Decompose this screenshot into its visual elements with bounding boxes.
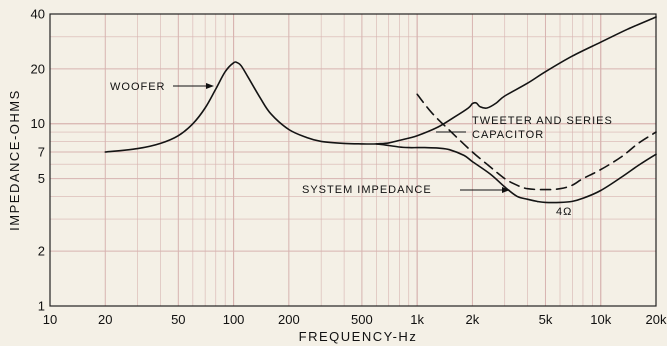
tweeter-label-line2: CAPACITOR — [472, 129, 544, 141]
x-tick-label: 10k — [590, 312, 611, 327]
woofer-curve — [104, 16, 657, 153]
x-tick-label: 200 — [278, 312, 300, 327]
x-tick-label: 50 — [171, 312, 185, 327]
annotations: WOOFER TWEETER AND SERIES CAPACITOR SYST… — [110, 81, 613, 218]
tweeter-label-line1: TWEETER AND SERIES — [472, 115, 613, 127]
woofer-label: WOOFER — [110, 81, 166, 93]
series-lines — [104, 16, 657, 204]
y-tick-label: 5 — [38, 171, 45, 186]
plot-frame — [49, 13, 657, 307]
x-tick-label: 500 — [351, 312, 373, 327]
tweeter-curve — [416, 93, 657, 191]
y-axis-title: IMPEDANCE-OHMS — [7, 89, 22, 231]
y-tick-label: 20 — [31, 61, 45, 76]
y-tick-label: 10 — [31, 116, 45, 131]
x-tick-label: 100 — [223, 312, 245, 327]
four-ohm-label: 4Ω — [556, 206, 572, 218]
x-tick-label: 20k — [646, 312, 667, 327]
y-tick-label: 1 — [38, 299, 45, 314]
grid — [49, 13, 657, 307]
y-tick-label: 7 — [38, 144, 45, 159]
woofer-arrowhead — [206, 83, 214, 89]
x-tick-label: 5k — [539, 312, 553, 327]
x-tick-labels: 10 20 50 100 200 500 1k 2k 5k 10k 20k — [43, 312, 667, 327]
y-tick-labels: 1 2 5 7 10 20 40 — [31, 7, 45, 314]
system-impedance-label: SYSTEM IMPEDANCE — [302, 184, 432, 196]
y-tick-label: 2 — [38, 244, 45, 259]
x-tick-label: 1k — [410, 312, 424, 327]
system-curve — [375, 143, 657, 204]
x-tick-label: 20 — [98, 312, 112, 327]
y-tick-label: 40 — [31, 7, 45, 22]
system-arrowhead — [502, 187, 510, 193]
x-tick-label: 10 — [43, 312, 57, 327]
x-tick-label: 2k — [466, 312, 480, 327]
x-axis-title: FREQUENCY-Hz — [299, 329, 418, 344]
